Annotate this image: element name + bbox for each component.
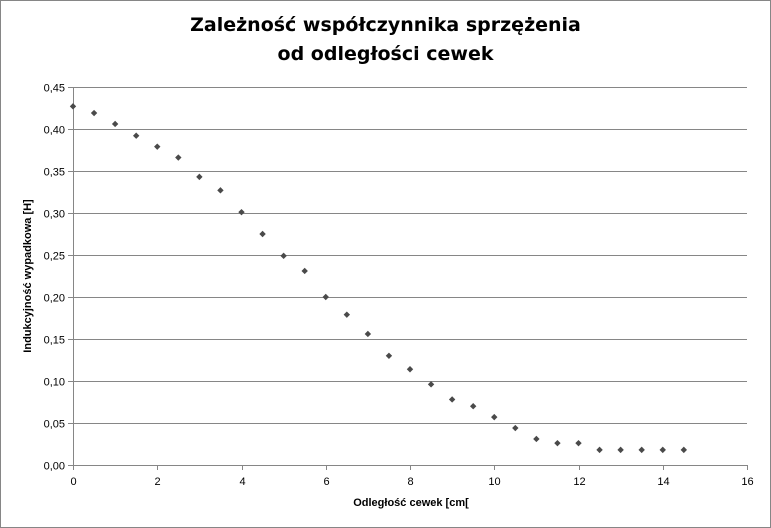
x-tick-label: 4	[239, 476, 245, 488]
y-tick-label: 0,45	[44, 83, 65, 95]
data-point	[322, 293, 329, 301]
data-point	[659, 446, 666, 454]
y-tick-label: 0,10	[44, 377, 65, 389]
x-axis-title: Odległość cewek [cm[	[353, 497, 469, 509]
data-point	[638, 446, 645, 454]
data-point	[154, 143, 161, 150]
data-point	[448, 396, 456, 403]
data-point	[469, 403, 477, 410]
y-tick-label: 0,05	[44, 419, 65, 431]
data-point	[575, 439, 582, 447]
x-tick-label: 2	[154, 476, 160, 488]
y-tick-label: 0,25	[44, 251, 65, 263]
y-tick-label: 0,20	[44, 293, 65, 305]
x-tick-label: 10	[488, 476, 500, 488]
x-tick-label: 12	[573, 476, 585, 488]
data-point	[90, 109, 98, 117]
x-tick-label: 16	[741, 476, 753, 488]
y-tick-label: 0,15	[44, 335, 65, 347]
y-tick-label: 0,35	[44, 167, 65, 179]
data-point	[196, 173, 203, 181]
data-point	[259, 230, 266, 238]
data-point	[596, 446, 603, 454]
data-point	[617, 446, 624, 454]
data-point	[301, 267, 308, 275]
y-tick-label: 0,30	[44, 209, 65, 221]
data-point	[132, 132, 140, 139]
gridlines	[73, 87, 747, 424]
data-point	[406, 366, 414, 373]
x-tick-label: 0	[70, 476, 76, 488]
data-point	[385, 352, 393, 359]
y-tick-label: 0,00	[44, 461, 65, 473]
data-point	[69, 103, 77, 110]
x-tick-label: 6	[323, 476, 329, 488]
data-point	[427, 381, 435, 388]
data-point	[280, 252, 287, 260]
x-tick-label: 14	[657, 476, 669, 488]
data-point	[680, 446, 688, 454]
chart-title: Zależność współczynnika sprzężenia od od…	[1, 11, 770, 69]
data-point	[175, 154, 182, 161]
data-point	[217, 187, 224, 194]
data-point	[491, 413, 498, 421]
y-tick-label: 0,40	[44, 125, 65, 137]
data-point	[343, 311, 351, 318]
axes	[68, 87, 748, 470]
data-point	[364, 330, 372, 338]
data-point	[533, 435, 540, 443]
tick-labels: 0,00 0,05 0,10 0,15 0,20 0,25 0,30 0,35 0,40 0,45…	[44, 83, 754, 489]
data-point	[512, 424, 519, 432]
chart-title-line-2: od odległości cewek	[277, 43, 494, 65]
x-tick-label: 8	[407, 476, 413, 488]
data-point	[111, 120, 119, 128]
data-point	[238, 208, 245, 216]
data-point	[554, 439, 561, 447]
y-axis-title: Indukcyjność wypadkowa [H]	[22, 199, 34, 353]
data-points	[69, 103, 688, 454]
chart-title-line-1: Zależność współczynnika sprzężenia	[190, 14, 581, 36]
